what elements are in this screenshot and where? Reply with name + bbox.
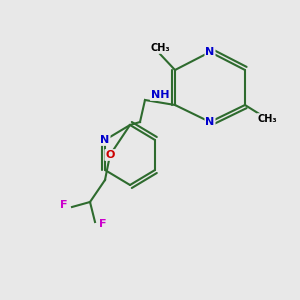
Text: NH: NH bbox=[151, 90, 169, 100]
Text: N: N bbox=[206, 117, 214, 127]
Text: N: N bbox=[100, 135, 109, 145]
Text: N: N bbox=[206, 47, 214, 57]
Text: F: F bbox=[99, 219, 107, 229]
Text: F: F bbox=[60, 200, 68, 210]
Text: O: O bbox=[105, 150, 115, 160]
Text: CH₃: CH₃ bbox=[257, 114, 277, 124]
Text: CH₃: CH₃ bbox=[150, 43, 170, 53]
